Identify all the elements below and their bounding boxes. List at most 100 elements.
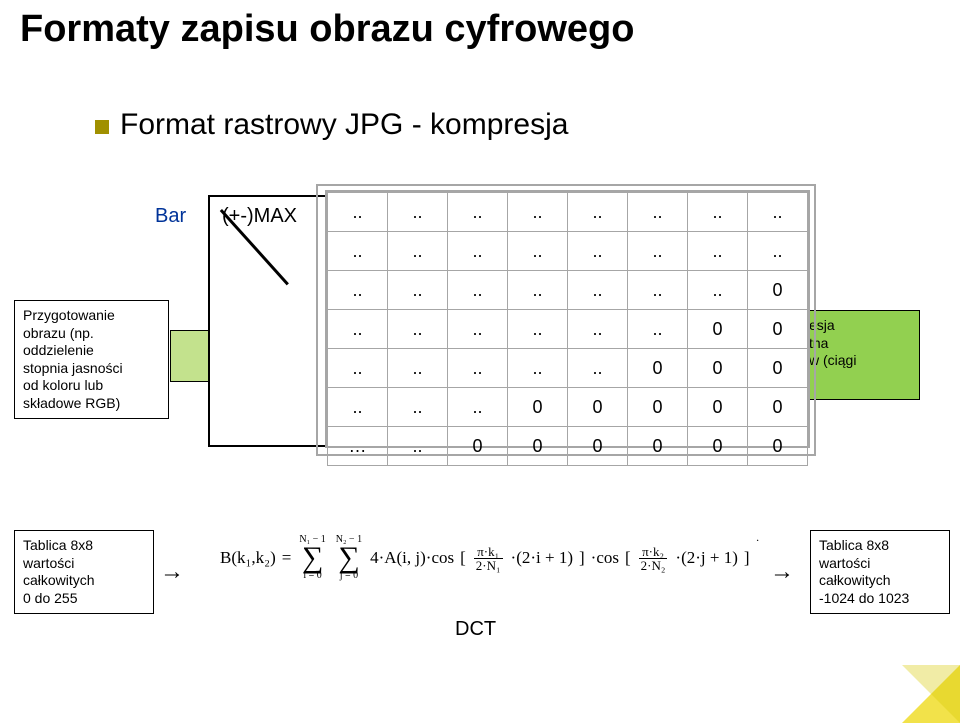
comp-l3: w (ciągi — [809, 352, 856, 368]
br3: całkowitych — [819, 572, 891, 588]
grid-cell: .. — [688, 193, 748, 232]
bl2: wartości — [23, 555, 74, 571]
grid-cell: .. — [568, 349, 628, 388]
table-in-box: Tablica 8x8 wartości całkowitych 0 do 25… — [14, 530, 154, 614]
grid-cell: .. — [568, 310, 628, 349]
arrow-left-icon: → — [160, 558, 184, 586]
grid-cell: .. — [628, 310, 688, 349]
sigma-icon: ∑ — [299, 545, 325, 571]
sigma2: N₂ − 1 ∑ j = 0 — [336, 535, 362, 581]
bar-label: Bar — [155, 205, 186, 228]
grid-cell: 0 — [688, 349, 748, 388]
br4: -1024 do 1023 — [819, 590, 909, 606]
grid-cell: .. — [628, 232, 688, 271]
grid-cell: .. — [448, 193, 508, 232]
grid-cell: 0 — [508, 427, 568, 466]
grid-cell: 0 — [748, 349, 808, 388]
prep-box: Przygotowanie obrazu (np. oddzielenie st… — [14, 300, 169, 419]
bl4: 0 do 255 — [23, 590, 78, 606]
prep-l2: obrazu (np. — [23, 325, 94, 341]
f2t: π·k₂ — [639, 545, 668, 558]
cos2: ·cos — [591, 548, 619, 568]
grid-cell: .. — [628, 271, 688, 310]
prep-l4: stopnia jasności — [23, 360, 123, 376]
frac1: π·k₁ 2·N₁ — [474, 545, 503, 572]
f1t: π·k₁ — [474, 545, 503, 558]
grid-cell: 0 — [568, 388, 628, 427]
grid-cell: 0 — [748, 310, 808, 349]
grid-cell: 0 — [628, 349, 688, 388]
grid-cell: 0 — [748, 271, 808, 310]
grid-cell: .. — [448, 310, 508, 349]
grid-cell: .. — [328, 193, 388, 232]
prep-l3: oddzielenie — [23, 342, 94, 358]
rbr1: ] — [579, 548, 585, 568]
coef-grid: ........................................… — [327, 192, 808, 466]
grid-cell: .. — [448, 349, 508, 388]
t2: ·(2·j + 1) — [675, 548, 737, 568]
grid-cell: .. — [568, 193, 628, 232]
grid-cell: .. — [748, 193, 808, 232]
arrow-right-icon: → — [770, 558, 794, 586]
grid-cell: .. — [688, 271, 748, 310]
grid-cell: 0 — [688, 310, 748, 349]
bl1: Tablica 8x8 — [23, 537, 93, 553]
grid-cell: .. — [328, 388, 388, 427]
f2b: 2·N₂ — [639, 558, 668, 572]
grid-cell: .. — [388, 232, 448, 271]
grid-cell: .. — [388, 310, 448, 349]
grid-cell: .. — [568, 232, 628, 271]
max-label: (+-)MAX — [222, 205, 297, 228]
grid-cell: .. — [448, 388, 508, 427]
grid-cell: .. — [508, 310, 568, 349]
grid-cell: .. — [388, 193, 448, 232]
compress-box: esja tna w (ciągi — [800, 310, 920, 400]
grid-cell: .. — [328, 232, 388, 271]
grid-cell: .. — [448, 232, 508, 271]
grid-cell: 0 — [748, 388, 808, 427]
grid-cell: .. — [328, 310, 388, 349]
grid-cell: .. — [508, 349, 568, 388]
grid-cell: 0 — [628, 388, 688, 427]
table-out-box: Tablica 8x8 wartości całkowitych -1024 d… — [810, 530, 950, 614]
coef-table: ........................................… — [325, 190, 810, 448]
bl3: całkowitych — [23, 572, 95, 588]
f-coef: 4·A(i, j)·cos — [370, 548, 454, 568]
grid-cell: .. — [688, 232, 748, 271]
grid-cell: .. — [448, 271, 508, 310]
f1b: 2·N₁ — [474, 558, 503, 572]
f-eq: = — [282, 548, 292, 568]
grid-cell: .. — [508, 193, 568, 232]
grid-cell: .. — [388, 271, 448, 310]
lbr2: [ — [625, 548, 631, 568]
grid-cell: .. — [388, 388, 448, 427]
grid-cell: 0 — [748, 427, 808, 466]
dct-label: DCT — [455, 618, 496, 641]
page-subtitle: Format rastrowy JPG - kompresja — [120, 108, 568, 142]
grid-cell: 0 — [688, 427, 748, 466]
lbr1: [ — [460, 548, 466, 568]
grid-cell: .. — [388, 427, 448, 466]
prep-l6: składowe RGB) — [23, 395, 120, 411]
grid-cell: 0 — [628, 427, 688, 466]
sigma1: N₁ − 1 ∑ i = 0 — [299, 535, 325, 581]
grid-cell: .. — [388, 349, 448, 388]
grid-cell: .. — [568, 271, 628, 310]
page-corner-icon — [902, 665, 960, 723]
bullet-icon — [95, 120, 109, 134]
f-B: B(k₁,k₂) — [220, 548, 276, 568]
rbr2: ] — [744, 548, 750, 568]
tail: · — [756, 533, 760, 548]
grid-cell: 0 — [448, 427, 508, 466]
grid-cell: … — [328, 427, 388, 466]
grid-cell: .. — [328, 349, 388, 388]
prep-l5: od koloru lub — [23, 377, 103, 393]
page-title: Formaty zapisu obrazu cyfrowego — [20, 8, 634, 51]
dct-formula: B(k₁,k₂) = N₁ − 1 ∑ i = 0 N₂ − 1 ∑ j = 0… — [220, 535, 760, 605]
grid-cell: .. — [748, 232, 808, 271]
br2: wartości — [819, 555, 870, 571]
frac2: π·k₂ 2·N₂ — [639, 545, 668, 572]
grid-cell: .. — [508, 232, 568, 271]
grid-cell: 0 — [568, 427, 628, 466]
grid-cell: .. — [328, 271, 388, 310]
